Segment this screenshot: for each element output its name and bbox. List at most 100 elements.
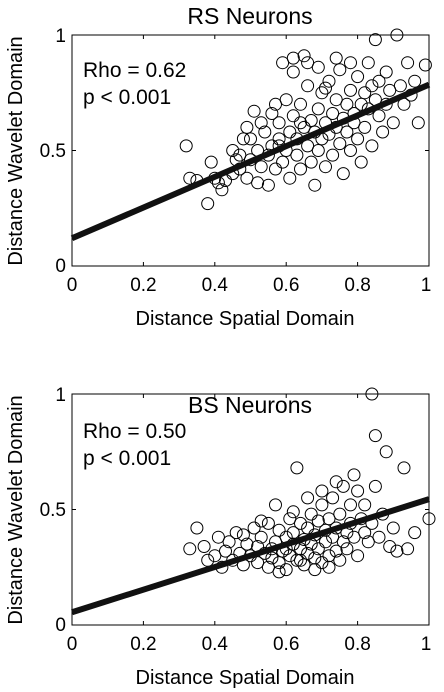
scatter-point [358, 120, 372, 134]
scatter-point [311, 60, 325, 74]
scatter-point [247, 104, 261, 118]
rs-neurons-panel: RS Neurons 0 0.2 0.4 0.6 0.8 1 0 0.5 1 D… [5, 3, 432, 330]
x-tick-label: 0 [67, 634, 78, 655]
scatter-point [347, 468, 361, 482]
scatter-point [347, 530, 361, 544]
scatter-point [311, 542, 325, 556]
scatter-point [351, 132, 365, 146]
rho-annotation: Rho = 0.62 [83, 59, 186, 82]
scatter-point [254, 116, 268, 130]
scatter-point [354, 97, 368, 111]
scatter-point [322, 560, 336, 574]
tick-marks [71, 393, 430, 626]
scatter-point [301, 79, 315, 93]
scatter-point [344, 83, 357, 97]
x-tick-label: 0.6 [273, 275, 299, 296]
scatter-point [290, 461, 304, 475]
scatter-point [301, 56, 315, 70]
scatter-point [344, 56, 357, 70]
scatter-point [197, 540, 211, 553]
y-tick-label: 0.5 [40, 141, 66, 162]
scatter-point [344, 144, 357, 157]
scatter-point [208, 549, 222, 563]
scatter-point [336, 167, 350, 181]
scatter-point [408, 74, 422, 88]
scatter-point [408, 526, 422, 540]
scatter-point [397, 461, 411, 475]
scatter-point [372, 74, 386, 88]
x-axis-label: Distance Spatial Domain [136, 308, 355, 330]
x-tick-label: 0.2 [130, 275, 156, 296]
scatter-point [322, 549, 336, 563]
x-tick-label: 0.6 [273, 634, 299, 655]
x-tick-label: 0.8 [344, 275, 370, 296]
scatter-point [322, 512, 336, 526]
scatter-point [386, 521, 400, 535]
scatter-point [336, 479, 350, 493]
scatter-point [286, 65, 300, 79]
scatter-point [311, 514, 325, 528]
scatter-point [183, 171, 197, 185]
scatter-point [319, 160, 332, 174]
scatter-points [179, 28, 432, 211]
y-tick-label: 1 [55, 385, 66, 406]
scatter-point [393, 79, 407, 93]
scatter-point [283, 549, 297, 563]
scatter-point [301, 521, 315, 535]
scatter-point [351, 484, 365, 498]
scatter-point [236, 132, 250, 146]
scatter-point [211, 530, 225, 544]
scatter-point [308, 178, 322, 192]
y-axis-label: Distance Wavelet Domain [5, 395, 27, 624]
scatter-point [383, 540, 397, 553]
scatter-point [315, 498, 329, 512]
scatter-point [276, 155, 290, 169]
scatter-point [272, 523, 286, 537]
scatter-point [290, 553, 304, 567]
scatter-point [283, 125, 297, 139]
scatter-point [329, 51, 343, 65]
scatter-point [344, 498, 357, 512]
scatter-point [272, 556, 286, 570]
scatter-point [340, 125, 354, 139]
scatter-point [326, 107, 340, 120]
scatter-point [261, 516, 275, 530]
scatter-point [351, 549, 365, 563]
scatter-point [297, 558, 311, 572]
scatter-point [311, 102, 325, 116]
scatter-point [340, 542, 354, 556]
scatter-point [240, 171, 254, 185]
scatter-point [294, 516, 307, 530]
x-axis-label: Distance Spatial Domain [136, 667, 355, 689]
scatter-point [297, 120, 311, 134]
scatter-point [190, 521, 204, 535]
scatter-point [272, 116, 286, 130]
scatter-point [229, 526, 243, 540]
scatter-point [304, 507, 318, 521]
regression-line [70, 81, 431, 242]
scatter-point [297, 49, 311, 63]
y-axis-label: Distance Wavelet Domain [5, 36, 27, 265]
scatter-point [258, 125, 272, 139]
scatter-point [269, 162, 282, 176]
scatter-point [368, 429, 382, 443]
y-tick-label: 0 [55, 615, 66, 636]
bs-neurons-panel: BS Neurons 0 0.2 0.4 0.6 0.8 1 0 0.5 1 D… [5, 385, 436, 689]
scatter-point [365, 387, 379, 401]
scatter-point [222, 535, 236, 549]
scatter-point [236, 528, 250, 542]
scatter-point [401, 542, 415, 556]
p-value-annotation: p < 0.001 [83, 447, 171, 470]
scatter-point [233, 148, 247, 162]
scatter-point [329, 544, 343, 558]
scatter-point [201, 197, 215, 211]
scatter-point [372, 109, 386, 123]
scatter-point [315, 556, 329, 570]
scatter-point [358, 526, 372, 540]
x-tick-label: 0 [67, 275, 78, 296]
chart-title: BS Neurons [188, 392, 312, 418]
scatter-point [365, 139, 379, 153]
y-tick-label: 1 [55, 26, 66, 47]
y-tick-label: 0.5 [40, 500, 66, 521]
scatter-point [361, 535, 375, 549]
